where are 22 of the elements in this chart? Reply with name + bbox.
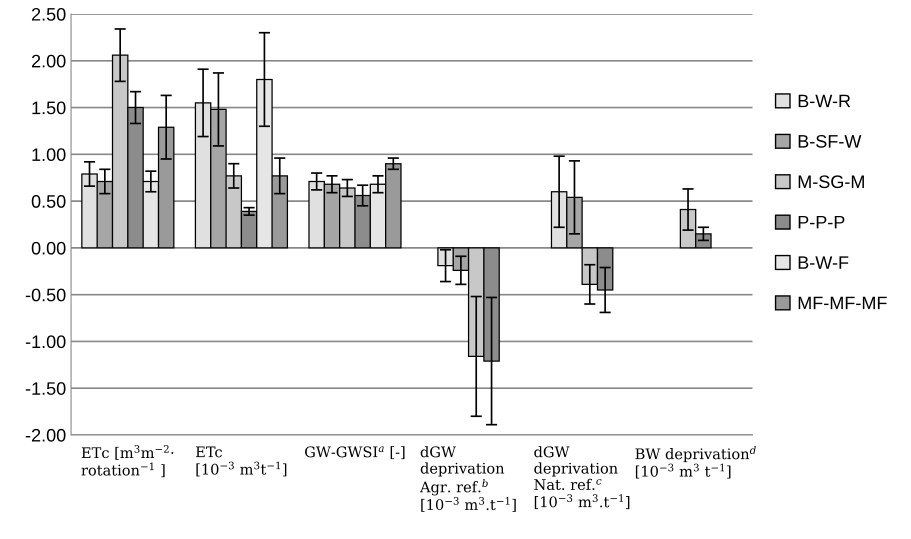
y-tick-label: 2.50 <box>32 8 66 21</box>
y-tick-label: -1.50 <box>26 382 66 395</box>
y-tick-label: 0.00 <box>32 242 66 255</box>
category-label: dGW deprivation Nat. ref.$^{c}$ [10$^{−3}$ m$^{3}$.t$^{−1}$] <box>534 446 630 510</box>
category-label: ETc [m$^{3}$m$^{−2}$· rotation$^{−1}$ ] <box>81 445 174 478</box>
legend-label: P-P-P <box>798 216 844 228</box>
legend-label: M-SG-M <box>798 175 864 188</box>
legend-label: MF-MF-MF <box>798 296 887 310</box>
y-tick-label: -1.00 <box>26 335 66 348</box>
x-tick-label: ETc [10$^{−3}$ m$^{3}$t$^{−1}$] <box>196 446 286 476</box>
y-tick-label: 0.50 <box>32 195 66 208</box>
y-tick-label: 1.00 <box>32 148 66 162</box>
category-label: dGW deprivation Agr. ref.$^{b}$ [10$^{−3}$ m$^{3}$.t$^{−1}$] <box>420 446 516 512</box>
y-tick-label: -2.00 <box>26 428 66 442</box>
y-tick-label: 1.50 <box>32 101 66 114</box>
legend-label: B-W-F <box>798 256 848 269</box>
x-tick-label: GW-GWSI$^{a}$ [-] <box>305 446 404 460</box>
legend-label: B-W-R <box>798 94 850 108</box>
y-tick-label: -0.50 <box>26 288 66 302</box>
legend-label: B-SF-W <box>798 134 862 148</box>
category-label: BW deprivation$^{d}$ [10$^{−3}$ m$^{3}$ t$^{−1}$] <box>635 446 756 478</box>
y-tick-label: 2.00 <box>32 54 66 68</box>
